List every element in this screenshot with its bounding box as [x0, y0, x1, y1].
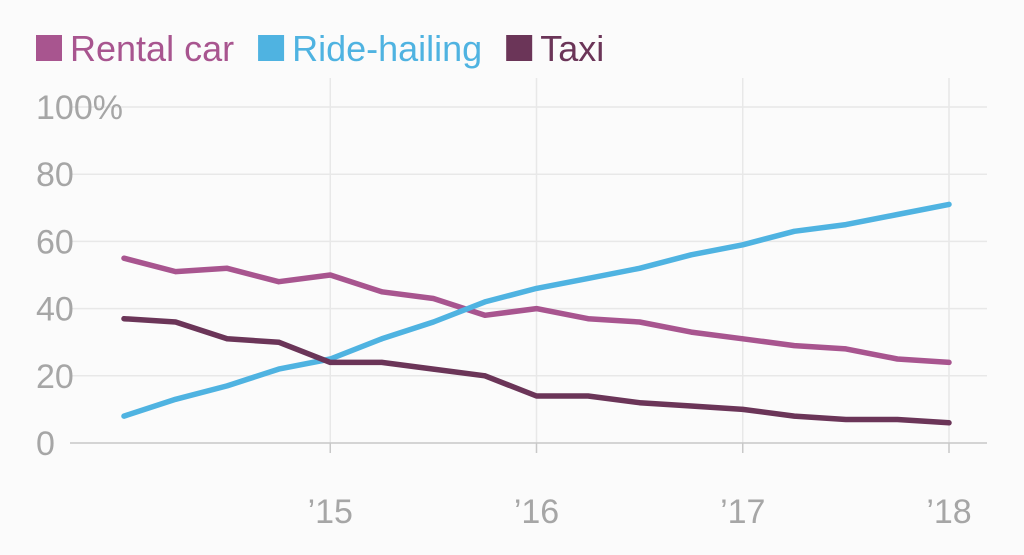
axes: 0 20 40 60 80 100% ’15 ’16 ’17 ’18 [36, 89, 987, 531]
data-point-rental-car [121, 255, 127, 261]
x-tick-label: ’17 [720, 493, 765, 531]
data-point-ride-hailing [534, 285, 539, 291]
data-point-taxi [843, 416, 849, 422]
data-point-ride-hailing [740, 242, 746, 248]
data-point-ride-hailing [894, 212, 900, 218]
data-point-rental-car [430, 296, 436, 302]
data-point-rental-car [173, 269, 179, 275]
data-point-ride-hailing [482, 299, 488, 305]
data-point-rental-car [585, 316, 591, 322]
data-point-ride-hailing [585, 275, 591, 281]
data-point-ride-hailing [379, 336, 385, 342]
data-point-ride-hailing [430, 319, 436, 325]
data-point-rental-car [843, 346, 849, 352]
data-point-rental-car [688, 329, 694, 335]
data-point-rental-car [637, 319, 643, 325]
data-point-taxi [379, 359, 385, 365]
data-point-ride-hailing [791, 228, 797, 234]
data-point-rental-car [894, 356, 900, 362]
series-lines [121, 201, 952, 426]
data-point-ride-hailing [843, 222, 849, 228]
data-point-taxi [276, 339, 282, 345]
y-tick-label: 40 [36, 291, 74, 329]
y-tick-label: 0 [36, 425, 55, 463]
data-point-rental-car [224, 265, 230, 271]
data-point-rental-car [482, 312, 488, 318]
x-tick-label: ’18 [926, 493, 971, 531]
data-point-taxi [327, 359, 333, 365]
x-tick-label: ’16 [514, 493, 559, 531]
data-point-ride-hailing [688, 252, 694, 258]
data-point-rental-car [740, 336, 746, 342]
y-tick-label: 60 [36, 223, 74, 261]
data-point-ride-hailing [224, 383, 230, 389]
data-point-taxi [121, 316, 127, 322]
data-point-rental-car [946, 359, 952, 365]
data-point-taxi [894, 416, 900, 422]
data-point-taxi [534, 393, 539, 399]
data-point-taxi [224, 336, 230, 342]
legend-swatch-rental-car [36, 35, 62, 61]
data-point-taxi [791, 413, 797, 419]
legend: Rental car Ride-hailing Taxi [36, 28, 604, 69]
data-point-rental-car [327, 272, 333, 278]
data-point-taxi [637, 400, 643, 406]
y-tick-label: 100% [36, 89, 123, 127]
data-point-rental-car [791, 343, 797, 349]
legend-label-taxi: Taxi [540, 28, 604, 69]
y-tick-label: 80 [36, 156, 74, 194]
y-tick-label: 20 [36, 358, 74, 396]
data-point-taxi [688, 403, 694, 409]
legend-swatch-taxi [506, 35, 533, 61]
data-point-rental-car [276, 279, 282, 285]
data-point-taxi [430, 366, 436, 372]
data-point-rental-car [534, 306, 539, 312]
data-point-ride-hailing [276, 366, 282, 372]
data-point-rental-car [379, 289, 385, 295]
data-point-ride-hailing [121, 413, 127, 419]
data-point-taxi [173, 319, 179, 325]
data-point-ride-hailing [946, 201, 952, 207]
data-point-ride-hailing [637, 265, 643, 271]
data-point-taxi [946, 420, 952, 426]
data-point-taxi [482, 373, 488, 379]
data-point-ride-hailing [173, 396, 179, 402]
x-tick-label: ’15 [308, 493, 353, 531]
legend-label-ride-hailing: Ride-hailing [292, 28, 482, 69]
data-point-taxi [585, 393, 591, 399]
data-point-taxi [740, 406, 746, 412]
grid [70, 78, 987, 443]
legend-swatch-ride-hailing [258, 35, 285, 61]
legend-label-rental-car: Rental car [70, 28, 234, 69]
